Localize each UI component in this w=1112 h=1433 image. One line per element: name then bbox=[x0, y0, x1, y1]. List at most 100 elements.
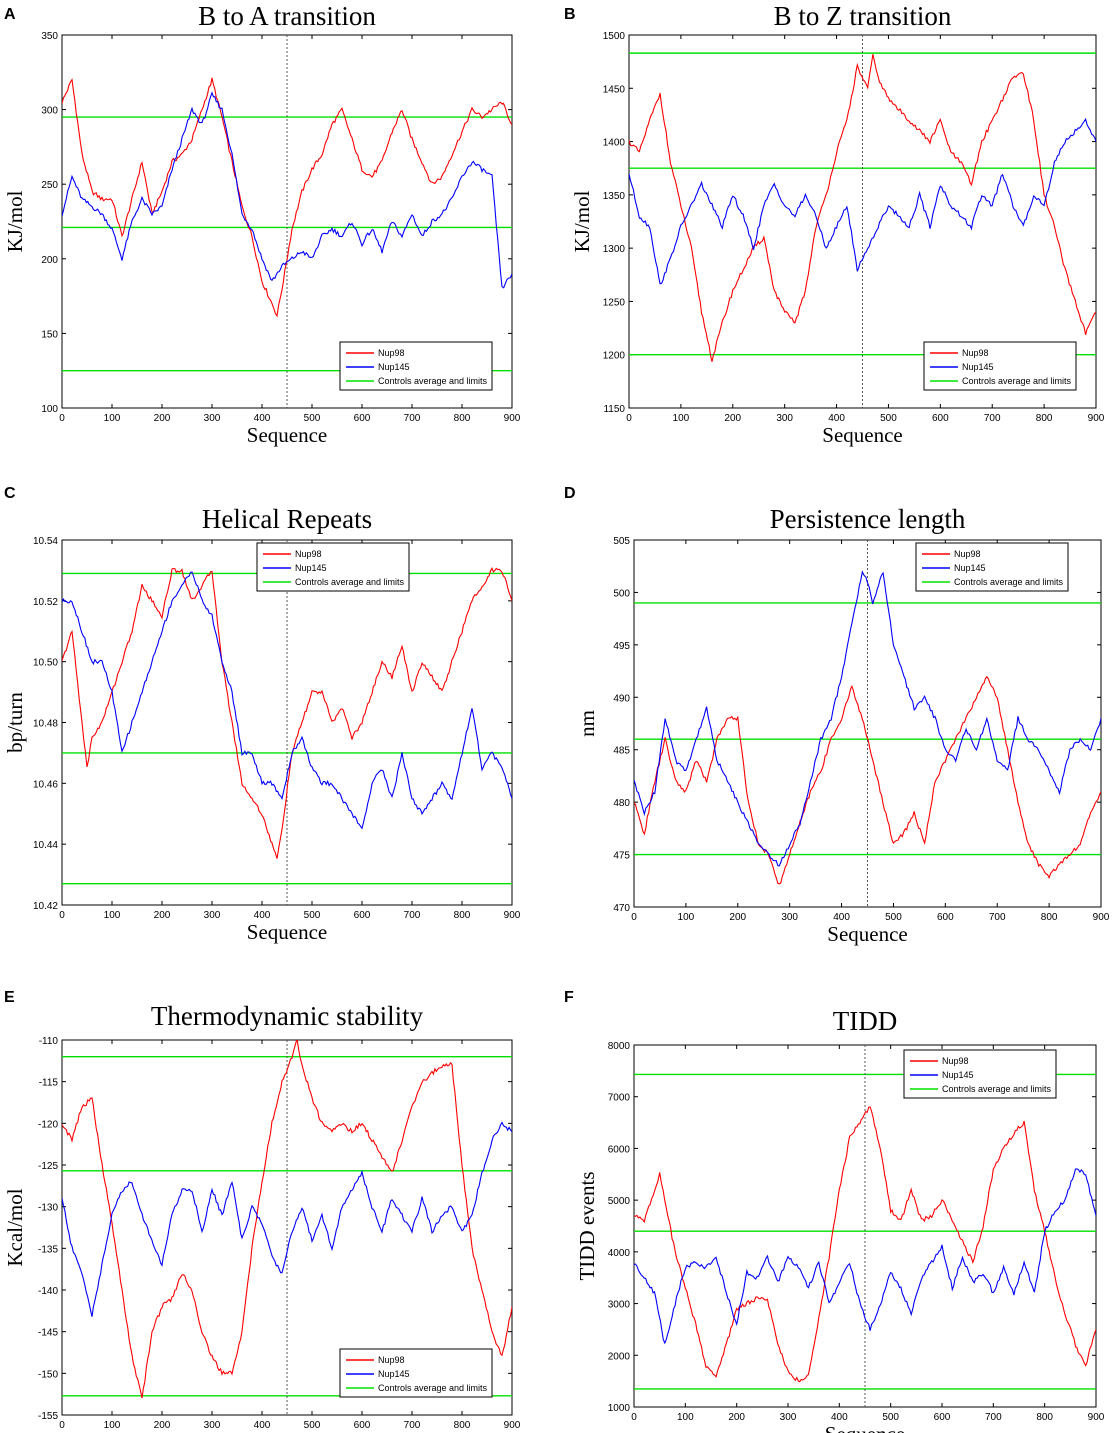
x-tick-label: 900 bbox=[1088, 413, 1105, 424]
x-tick-label: 0 bbox=[626, 413, 632, 424]
y-axis-label: KJ/mol bbox=[3, 190, 27, 252]
x-tick-label: 300 bbox=[204, 413, 221, 424]
y-tick-label: -150 bbox=[38, 1369, 58, 1380]
legend-entry: Nup98 bbox=[954, 549, 981, 559]
y-tick-label: -120 bbox=[38, 1119, 58, 1130]
data-layer bbox=[629, 35, 1096, 408]
y-tick-label: 1350 bbox=[603, 191, 626, 202]
x-tick-label: 0 bbox=[631, 1412, 637, 1423]
data-layer bbox=[634, 540, 1101, 907]
legend-entry: Controls average and limits bbox=[954, 577, 1064, 587]
chart-title: Persistence length bbox=[770, 504, 966, 534]
legend-entry: Nup145 bbox=[942, 1070, 974, 1080]
legend-entry: Nup98 bbox=[378, 348, 405, 358]
x-tick-label: 400 bbox=[254, 413, 271, 424]
y-tick-label: 10.48 bbox=[33, 719, 58, 730]
legend-entry: Controls average and limits bbox=[378, 376, 488, 386]
series-line-nup145 bbox=[62, 1121, 512, 1317]
x-tick-label: 500 bbox=[304, 1420, 321, 1431]
y-tick-label: -130 bbox=[38, 1203, 58, 1214]
x-tick-label: 300 bbox=[780, 1412, 797, 1423]
legend-entry: Controls average and limits bbox=[295, 577, 405, 587]
legend-box bbox=[256, 542, 410, 592]
y-tick-label: 10.54 bbox=[33, 536, 58, 547]
x-tick-label: 200 bbox=[154, 910, 171, 921]
x-tick-label: 400 bbox=[833, 912, 850, 923]
panel-e: E Thermodynamic stability 0 100 200 300 400 500… bbox=[3, 989, 521, 1433]
x-tick-label: 800 bbox=[454, 413, 471, 424]
series-line-nup98 bbox=[629, 54, 1096, 362]
y-tick-label: 500 bbox=[613, 588, 630, 599]
y-tick-label: 1000 bbox=[608, 1403, 631, 1414]
y-tick-label: 10.46 bbox=[33, 779, 58, 790]
x-tick-label: 100 bbox=[104, 910, 121, 921]
y-tick-label: 5000 bbox=[608, 1196, 631, 1207]
panel-f: F TIDD 0 100 200 300 400 500 600 700 800 900 1000 200… bbox=[564, 989, 1105, 1433]
x-tick-label: 700 bbox=[989, 912, 1006, 923]
legend-box bbox=[339, 341, 493, 391]
x-tick-label: 800 bbox=[454, 1420, 471, 1431]
x-tick-label: 100 bbox=[104, 1420, 121, 1431]
x-tick-label: 400 bbox=[254, 1420, 271, 1431]
series-line-nup145 bbox=[62, 91, 512, 289]
y-tick-label: 10.50 bbox=[33, 658, 58, 669]
y-tick-label: 150 bbox=[41, 329, 58, 340]
legend: Nup98 Nup145 Controls average and limits bbox=[915, 542, 1069, 592]
x-tick-label: 700 bbox=[404, 413, 421, 424]
legend-entry: Controls average and limits bbox=[962, 376, 1072, 386]
panel-b: B B to Z transition 0 100 200 300 400 500 600 700… bbox=[564, 1, 1105, 447]
panel-letter: A bbox=[4, 6, 16, 23]
series-line-nup145 bbox=[62, 571, 512, 830]
y-tick-label: 10.42 bbox=[33, 901, 58, 912]
series-line-nup98 bbox=[62, 77, 512, 318]
y-tick-label: 505 bbox=[613, 536, 630, 547]
x-tick-label: 500 bbox=[304, 910, 321, 921]
x-tick-label: 900 bbox=[1093, 912, 1110, 923]
x-tick-label: 600 bbox=[937, 912, 954, 923]
x-tick-label: 300 bbox=[781, 912, 798, 923]
legend-entry: Controls average and limits bbox=[942, 1084, 1052, 1094]
x-tick-label: 700 bbox=[984, 413, 1001, 424]
y-tick-label: 350 bbox=[41, 31, 58, 42]
y-axis-label: Kcal/mol bbox=[3, 1188, 27, 1266]
y-tick-label: 1250 bbox=[603, 297, 626, 308]
data-layer bbox=[634, 1045, 1096, 1407]
y-tick-label: 10.52 bbox=[33, 597, 58, 608]
x-tick-label: 400 bbox=[828, 413, 845, 424]
x-tick-label: 0 bbox=[59, 1420, 65, 1431]
y-tick-label: 470 bbox=[613, 903, 630, 914]
x-tick-label: 300 bbox=[776, 413, 793, 424]
x-tick-label: 0 bbox=[59, 910, 65, 921]
x-axis-label: Sequence bbox=[247, 1430, 327, 1433]
y-tick-label: 250 bbox=[41, 180, 58, 191]
x-tick-label: 900 bbox=[504, 1420, 521, 1431]
x-tick-label: 700 bbox=[404, 1420, 421, 1431]
legend-entry: Controls average and limits bbox=[378, 1383, 488, 1393]
x-axis-label: Sequence bbox=[825, 1422, 905, 1433]
chart-title: TIDD bbox=[833, 1006, 897, 1036]
y-tick-label: -115 bbox=[39, 1078, 59, 1089]
x-tick-label: 0 bbox=[59, 413, 65, 424]
y-tick-label: -145 bbox=[38, 1328, 58, 1339]
panel-d: D Persistence length 0 100 200 300 400 500 600 70… bbox=[564, 485, 1110, 946]
x-tick-label: 700 bbox=[985, 1412, 1002, 1423]
panel-c: C Helical Repeats 0 100 200 300 400 500 600 700 80… bbox=[3, 485, 521, 944]
x-tick-label: 200 bbox=[728, 1412, 745, 1423]
panel-letter: C bbox=[4, 485, 16, 502]
y-tick-label: 1400 bbox=[603, 138, 626, 149]
y-tick-label: 475 bbox=[613, 851, 630, 862]
legend-entry: Nup98 bbox=[295, 549, 322, 559]
y-tick-label: -110 bbox=[39, 1036, 59, 1047]
y-tick-label: 2000 bbox=[608, 1351, 631, 1362]
x-tick-label: 200 bbox=[154, 1420, 171, 1431]
y-tick-label: 7000 bbox=[608, 1093, 631, 1104]
y-tick-label: 8000 bbox=[608, 1041, 631, 1052]
x-tick-label: 200 bbox=[724, 413, 741, 424]
y-tick-label: 6000 bbox=[608, 1144, 631, 1155]
x-tick-label: 400 bbox=[831, 1412, 848, 1423]
legend-entry: Nup98 bbox=[962, 348, 989, 358]
legend-entry: Nup145 bbox=[378, 362, 410, 372]
legend: Nup98 Nup145 Controls average and limits bbox=[903, 1049, 1057, 1099]
